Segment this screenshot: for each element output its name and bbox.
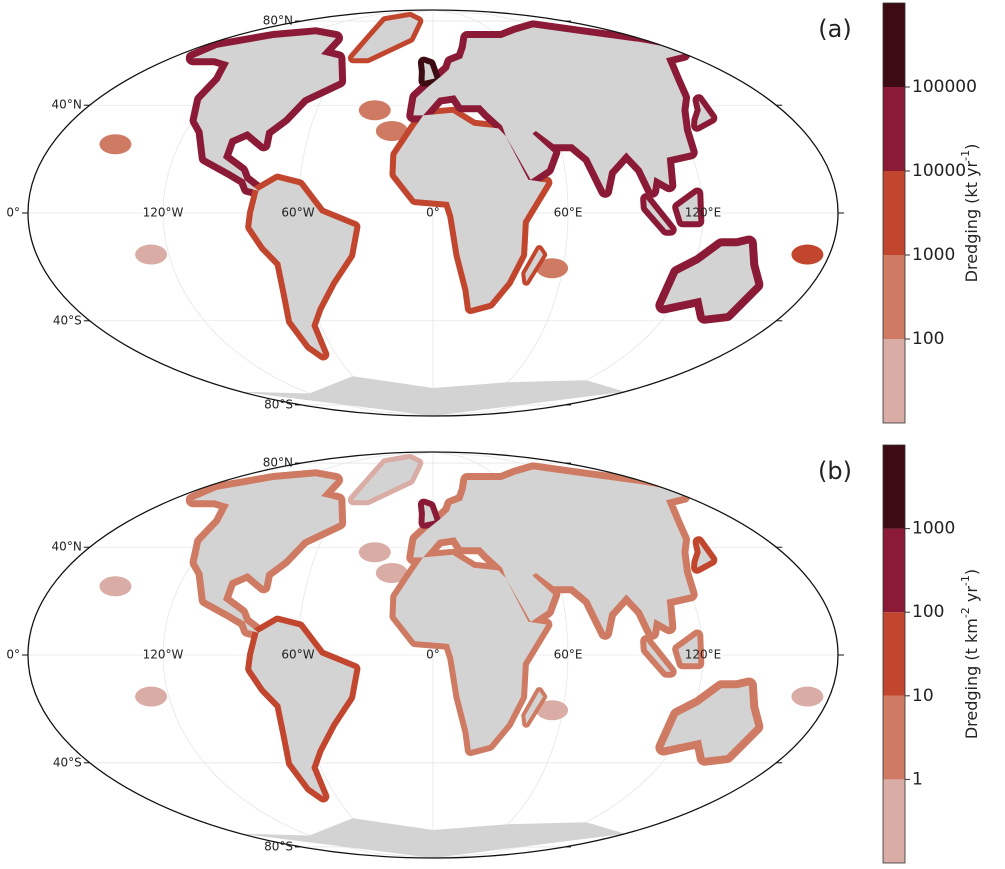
coastal-zone xyxy=(358,100,391,121)
colorbar-band xyxy=(883,612,905,696)
coastal-zone xyxy=(135,244,168,265)
colorbar-band xyxy=(883,171,905,255)
lon-label: 0° xyxy=(426,206,440,220)
lat-label: 80°N xyxy=(263,456,293,470)
colorbar-frame xyxy=(882,444,906,864)
land xyxy=(525,691,544,724)
lon-label: 120°W xyxy=(143,648,184,662)
lat-label: 0° xyxy=(6,206,20,220)
land xyxy=(352,458,419,501)
panel-label: (b) xyxy=(818,457,852,485)
land xyxy=(525,249,544,282)
colorbar-title-part: yr xyxy=(962,586,981,608)
map-body xyxy=(28,10,838,416)
lon-label: 60°E xyxy=(554,648,583,662)
lat-label: 40°N xyxy=(52,98,82,112)
lon-label: 60°E xyxy=(554,206,583,220)
land xyxy=(697,542,712,568)
colorbar-title-part: -1 xyxy=(959,150,972,161)
land xyxy=(413,469,691,633)
lat-label: 80°N xyxy=(263,14,293,28)
colorbar-tick-label: 10000 xyxy=(912,161,966,181)
colorbar-band xyxy=(883,445,905,529)
lon-label: 120°W xyxy=(143,206,184,220)
land xyxy=(663,685,756,758)
land xyxy=(251,621,355,797)
land xyxy=(646,641,671,672)
land xyxy=(646,199,671,230)
colorbar-band xyxy=(883,87,905,171)
lat-label: 40°N xyxy=(52,540,82,554)
land xyxy=(192,34,340,191)
colorbar-band xyxy=(883,779,905,863)
colorbar-band xyxy=(883,695,905,780)
colorbar-title-part: Dredging (kt yr xyxy=(962,160,981,282)
coastal-zone xyxy=(135,686,168,707)
coastal-zone xyxy=(791,686,824,707)
colorbar-tick-label: 100000 xyxy=(912,77,977,97)
colorbar-tick-label: 1000 xyxy=(912,245,955,265)
coastal-zone xyxy=(536,258,569,279)
colorbar-title: Dredging (t km-2 yr-1) xyxy=(959,569,981,739)
land xyxy=(423,62,435,81)
coastal-zone xyxy=(99,576,132,597)
land xyxy=(192,476,340,633)
colorbar-tick-label: 100 xyxy=(912,329,944,349)
coastal-zone xyxy=(99,134,132,155)
land xyxy=(240,818,626,858)
land xyxy=(697,100,712,126)
map-panel: 80°N 40°N 0° 40°S 80°S 120°W 60°W 0° 60°E 120°E (a… xyxy=(6,2,981,424)
colorbar-band xyxy=(883,528,905,613)
colorbar-title-part: Dredging (t km xyxy=(962,618,981,739)
colorbar-tick-label: 1000 xyxy=(912,519,955,539)
colorbar-tick-label: 10 xyxy=(912,686,934,706)
panel-label: (a) xyxy=(818,15,851,43)
lon-label: 120°E xyxy=(685,206,722,220)
lon-label: 120°E xyxy=(685,648,722,662)
land xyxy=(251,179,355,355)
lon-label: 0° xyxy=(426,648,440,662)
land xyxy=(678,635,699,664)
land xyxy=(678,193,699,222)
colorbar-title-part: -1 xyxy=(959,575,972,586)
map-body xyxy=(28,452,838,858)
lat-label: 80°S xyxy=(264,839,293,853)
colorbar-title-part: ) xyxy=(962,144,981,150)
land xyxy=(352,16,419,59)
colorbar-title-part: ) xyxy=(962,569,981,575)
lon-label: 60°W xyxy=(281,648,314,662)
colorbar-title-part: -2 xyxy=(959,607,972,618)
land xyxy=(240,376,626,416)
coastal-zone xyxy=(536,700,569,721)
colorbar-tick-label: 1 xyxy=(912,769,923,789)
land xyxy=(395,554,547,750)
colorbar-frame xyxy=(882,2,906,424)
coastal-zone xyxy=(791,244,824,265)
lat-label: 0° xyxy=(6,648,20,662)
coastal-zone xyxy=(358,542,391,563)
colorbar-band xyxy=(883,255,905,339)
colorbar-band xyxy=(883,339,905,423)
land xyxy=(663,243,756,316)
land xyxy=(395,112,547,308)
lat-label: 40°S xyxy=(53,755,82,769)
colorbar-band xyxy=(883,3,905,87)
lat-label: 40°S xyxy=(53,313,82,327)
colorbar-tick-label: 100 xyxy=(912,602,944,622)
lon-label: 60°W xyxy=(281,206,314,220)
coastal-zone xyxy=(375,562,408,583)
lat-label: 80°S xyxy=(264,397,293,411)
land xyxy=(413,27,691,191)
land xyxy=(423,504,435,523)
colorbar-title: Dredging (kt yr-1) xyxy=(959,144,981,283)
map-panel: 80°N 40°N 0° 40°S 80°S 120°W 60°W 0° 60°E 120°E (b… xyxy=(6,444,981,864)
coastal-zone xyxy=(375,120,408,141)
